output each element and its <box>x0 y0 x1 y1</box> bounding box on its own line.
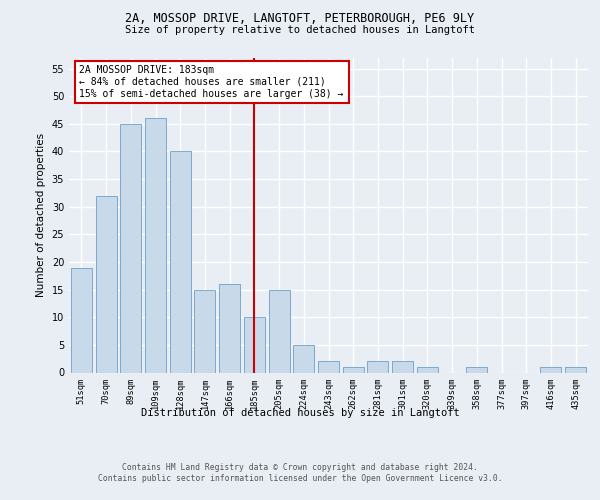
Bar <box>269 290 290 372</box>
Bar <box>95 196 116 372</box>
Text: 2A MOSSOP DRIVE: 183sqm
← 84% of detached houses are smaller (211)
15% of semi-d: 2A MOSSOP DRIVE: 183sqm ← 84% of detache… <box>79 66 344 98</box>
Bar <box>145 118 166 372</box>
Text: Size of property relative to detached houses in Langtoft: Size of property relative to detached ho… <box>125 25 475 35</box>
Bar <box>367 362 388 372</box>
Bar <box>417 367 438 372</box>
Y-axis label: Number of detached properties: Number of detached properties <box>36 133 46 297</box>
Bar <box>466 367 487 372</box>
Bar <box>343 367 364 372</box>
Bar <box>244 317 265 372</box>
Bar <box>392 362 413 372</box>
Text: Distribution of detached houses by size in Langtoft: Distribution of detached houses by size … <box>140 408 460 418</box>
Text: 2A, MOSSOP DRIVE, LANGTOFT, PETERBOROUGH, PE6 9LY: 2A, MOSSOP DRIVE, LANGTOFT, PETERBOROUGH… <box>125 12 475 26</box>
Bar <box>219 284 240 372</box>
Bar <box>120 124 141 372</box>
Bar <box>71 268 92 372</box>
Bar <box>194 290 215 372</box>
Bar <box>565 367 586 372</box>
Bar <box>541 367 562 372</box>
Text: Contains public sector information licensed under the Open Government Licence v3: Contains public sector information licen… <box>98 474 502 483</box>
Text: Contains HM Land Registry data © Crown copyright and database right 2024.: Contains HM Land Registry data © Crown c… <box>122 462 478 471</box>
Bar <box>293 345 314 372</box>
Bar <box>318 362 339 372</box>
Bar <box>170 152 191 372</box>
